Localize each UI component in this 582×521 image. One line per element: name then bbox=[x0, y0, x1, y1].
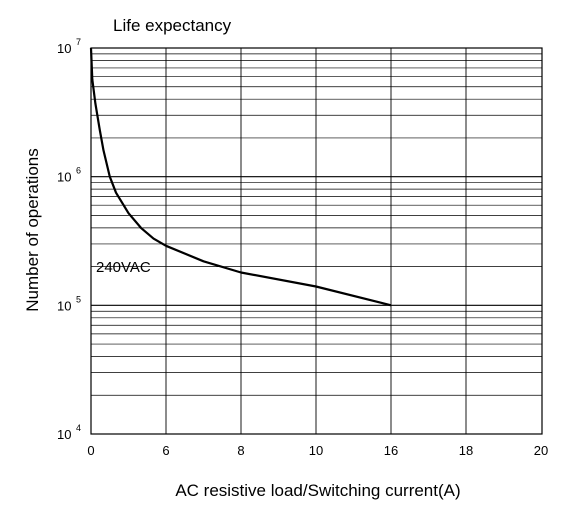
y-tick-label: 10 bbox=[57, 427, 71, 442]
y-tick-labels: 10 4 10 5 10 6 10 7 bbox=[57, 37, 81, 442]
plot-frame bbox=[90, 47, 543, 435]
series-label-240vac: 240VAC bbox=[96, 259, 151, 276]
x-tick-label: 8 bbox=[237, 443, 244, 458]
y-axis-label: Number of operations bbox=[23, 148, 42, 311]
grid-lines bbox=[91, 48, 542, 434]
y-tick-exponent: 6 bbox=[76, 166, 81, 176]
y-tick-label: 10 bbox=[57, 170, 71, 185]
x-tick-label: 20 bbox=[534, 443, 548, 458]
y-tick-exponent: 7 bbox=[76, 37, 81, 47]
chart-title: Life expectancy bbox=[113, 16, 232, 35]
x-tick-label: 18 bbox=[459, 443, 473, 458]
x-tick-labels: 0 6 8 10 16 18 20 bbox=[87, 443, 548, 458]
y-tick-label: 10 bbox=[57, 298, 71, 313]
x-axis-label: AC resistive load/Switching current(A) bbox=[175, 481, 460, 500]
y-tick-label: 10 bbox=[57, 41, 71, 56]
y-tick-exponent: 5 bbox=[76, 294, 81, 304]
series-line-240vac bbox=[89, 47, 392, 307]
x-tick-label: 10 bbox=[309, 443, 323, 458]
x-tick-label: 6 bbox=[162, 443, 169, 458]
y-tick-exponent: 4 bbox=[76, 423, 81, 433]
x-tick-label: 0 bbox=[87, 443, 94, 458]
x-tick-label: 16 bbox=[384, 443, 398, 458]
